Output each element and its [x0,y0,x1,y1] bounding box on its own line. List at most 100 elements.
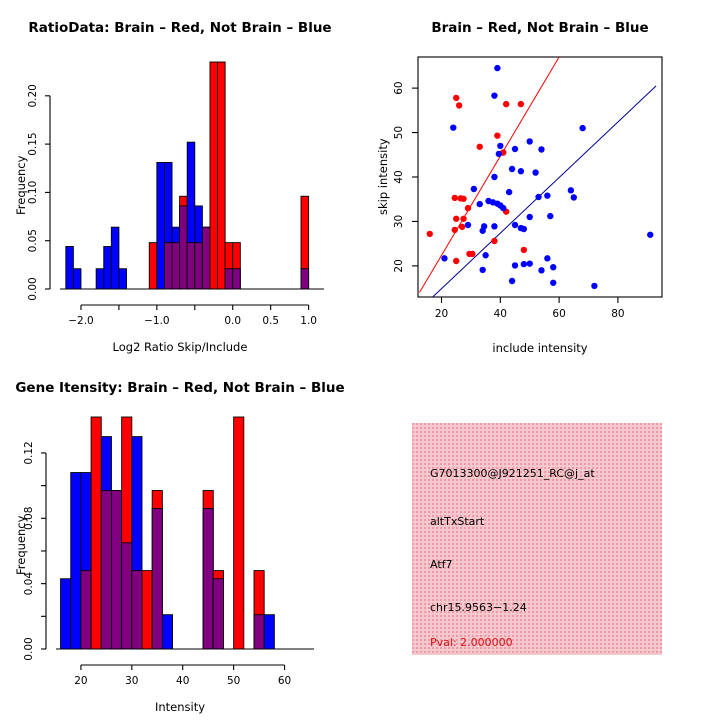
x-tick-label: −1.0 [144,315,170,327]
scatter-plot: 20 30 40 50 60 20 40 60 80 [393,56,663,320]
not-brain-point [550,279,557,286]
histogram-bar [60,578,72,650]
histogram-bar [110,226,120,290]
locus-text: chr15.9563−1.24 [430,601,527,614]
histogram-bar [141,570,153,650]
not-brain-point [479,227,486,234]
x-tick-label: 50 [227,675,240,687]
not-brain-point [511,262,519,269]
gene-histogram-xlabel: Intensity [154,700,206,714]
histogram-bar-overlap [179,205,188,290]
histogram-bar-overlap [253,614,265,650]
panel-ratio-histogram: RatioData: Brain – Red, Not Brain – Blue… [0,0,360,360]
not-brain-point [579,124,586,132]
brain-fit-line [419,57,560,293]
not-brain-point [508,277,516,285]
not-brain-point [494,64,501,72]
not-brain-point [526,213,533,221]
x-tick-label: 20 [74,675,87,687]
brain-point [502,100,510,108]
not-brain-point [441,255,448,262]
not-brain-point [535,193,542,201]
panel-gene-info: G7013300@J921251_RC@j_at altTxStart Atf7… [360,360,720,720]
brain-point [451,194,458,202]
y-tick-label: 0.05 [27,229,39,252]
histogram-bar [70,472,82,650]
histogram-bar-overlap [202,508,214,650]
not-brain-point [450,124,457,131]
y-tick-label: 20 [393,259,405,272]
histogram-bar-overlap [163,242,173,290]
histogram-bar-overlap [194,242,203,290]
brain-point [455,102,463,109]
y-tick-label: 0.10 [27,181,39,204]
not-brain-point [497,142,504,150]
y-tick-label: 0.20 [27,84,39,107]
not-brain-point [511,145,519,153]
gene-symbol-text: Atf7 [430,558,453,571]
x-tick-label: 60 [552,308,565,320]
histogram-bar-overlap [224,268,234,290]
not-brain-point [544,255,551,262]
histogram-bar [95,268,105,290]
panel-gene-intensity-histogram: Gene Itensity: Brain – Red, Not Brain – … [0,360,360,720]
not-brain-point [508,165,516,173]
histogram-bar [233,416,245,650]
not-brain-point [526,260,533,267]
histogram-bar [65,246,74,290]
not-brain-point [517,168,525,175]
y-tick-label: 40 [393,170,405,183]
not-brain-point [570,194,578,201]
not-brain-point [547,212,554,220]
y-tick-label: 0.12 [23,441,35,464]
not-brain-point [538,146,545,153]
not-brain-point [550,264,557,271]
x-tick-label: 40 [176,675,189,687]
not-brain-point [520,260,528,268]
histogram-bar [161,614,173,650]
not-brain-point [470,185,478,193]
histogram-bar-overlap [171,242,181,290]
gene-histogram-plot: 0.00 0.04 0.08 0.12 20 30 40 50 60 [23,416,314,687]
histogram-bar-overlap [121,542,133,650]
histogram-bar-overlap [186,242,196,290]
histogram-bar [217,61,226,290]
histogram-bar [209,61,219,290]
not-brain-point [500,204,507,212]
x-tick-label: 60 [278,675,291,687]
brain-point [458,223,466,230]
ratio-histogram-xlabel: Log2 Ratio Skip/Include [112,340,248,354]
x-tick-label: 0.0 [224,315,241,327]
brain-point [453,257,460,265]
histogram-bar [118,268,127,290]
not-brain-point [567,187,575,194]
brain-point [453,215,460,222]
histogram-bar [263,614,275,650]
y-tick-label: 50 [393,126,405,139]
not-brain-point [479,266,486,274]
brain-point [451,226,458,234]
brain-point [520,246,528,254]
not-brain-point [476,200,483,208]
panel-intensity-scatter: Brain – Red, Not Brain – Blue skip inten… [360,0,720,360]
brain-point [453,94,460,102]
y-tick-label: 0.00 [23,637,35,660]
pval-text: Pval: 2.000000 [430,636,513,649]
not-brain-point [538,267,545,274]
histogram-bar [148,242,158,290]
histogram-bar-overlap [111,490,123,650]
probe-id-text: G7013300@J921251_RC@j_at [430,467,595,480]
not-brain-point [526,138,533,145]
x-tick-label: 1.0 [300,315,317,327]
histogram-bar-overlap [212,578,224,650]
not-brain-point [532,169,539,176]
x-tick-label: 20 [435,308,448,320]
scatter-title: Brain – Red, Not Brain – Blue [431,20,649,36]
brain-point [426,230,433,238]
histogram-bar-overlap [201,226,211,290]
histogram-bar [90,416,102,650]
gene-histogram-title: Gene Itensity: Brain – Red, Not Brain – … [15,380,345,396]
brain-point [491,237,498,245]
x-tick-label: −2.0 [68,315,94,327]
